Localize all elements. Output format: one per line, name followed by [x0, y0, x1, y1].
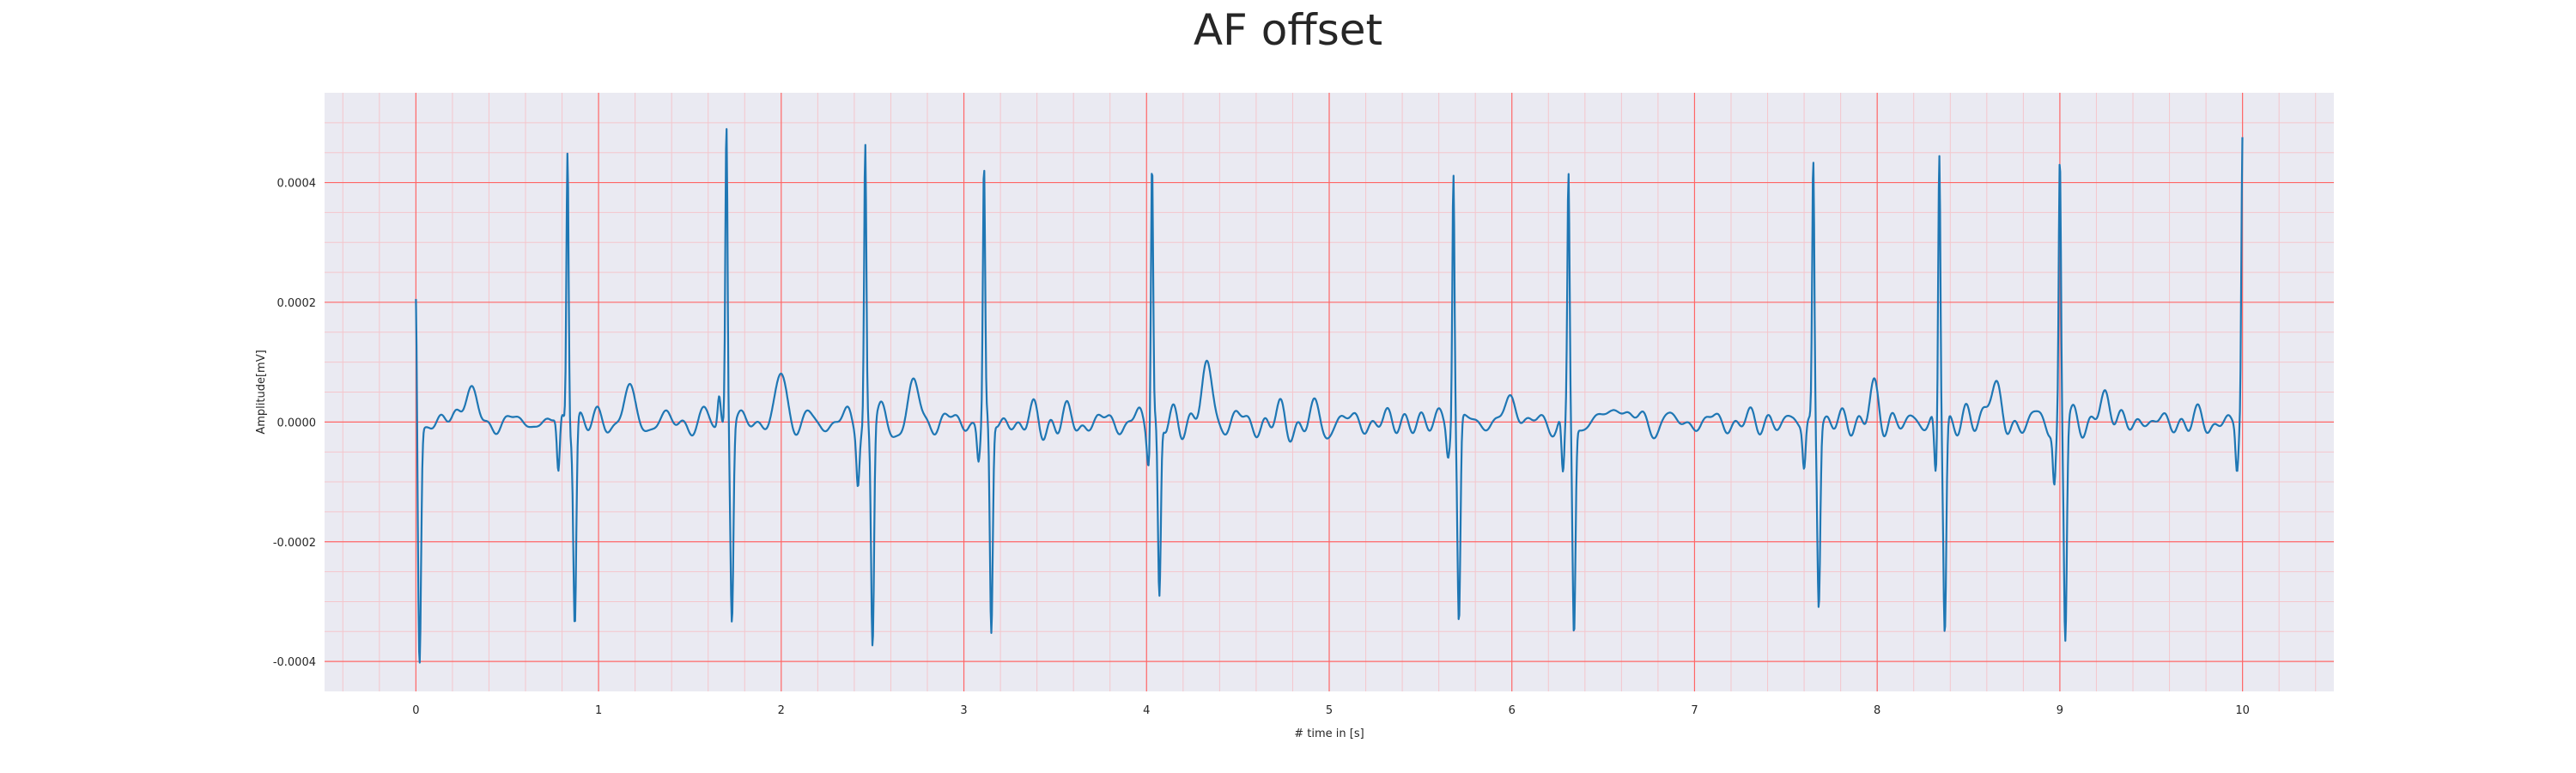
x-tick-label: 4: [1143, 704, 1150, 717]
series-line: [415, 128, 2244, 664]
x-tick-label: 1: [595, 704, 602, 717]
y-tick-label: 0.0002: [277, 297, 317, 310]
x-tick-labels: 0 1 2 3 4 5 6 7 8 9 10: [412, 704, 2250, 717]
y-tick-label: 0.0004: [277, 178, 317, 191]
x-tick-label: 3: [960, 704, 967, 717]
x-tick-label: 9: [2057, 704, 2063, 717]
x-tick-label: 2: [778, 704, 785, 717]
x-axis-label: # time in [s]: [1294, 727, 1364, 740]
x-tick-label: 7: [1691, 704, 1698, 717]
x-tick-label: 10: [2235, 704, 2250, 717]
y-tick-label: -0.0004: [273, 656, 316, 669]
y-tick-labels: -0.0004 -0.0002 0.0000 0.0002 0.0004: [273, 178, 316, 670]
y-tick-label: 0.0000: [277, 417, 317, 429]
y-axis-label: Amplitude[mV]: [255, 350, 268, 434]
x-tick-label: 5: [1326, 704, 1333, 717]
x-tick-label: 6: [1509, 704, 1516, 717]
x-tick-label: 8: [1874, 704, 1880, 717]
x-tick-label: 0: [412, 704, 419, 717]
y-tick-label: -0.0002: [273, 537, 316, 550]
chart-title: AF offset: [1193, 5, 1383, 55]
